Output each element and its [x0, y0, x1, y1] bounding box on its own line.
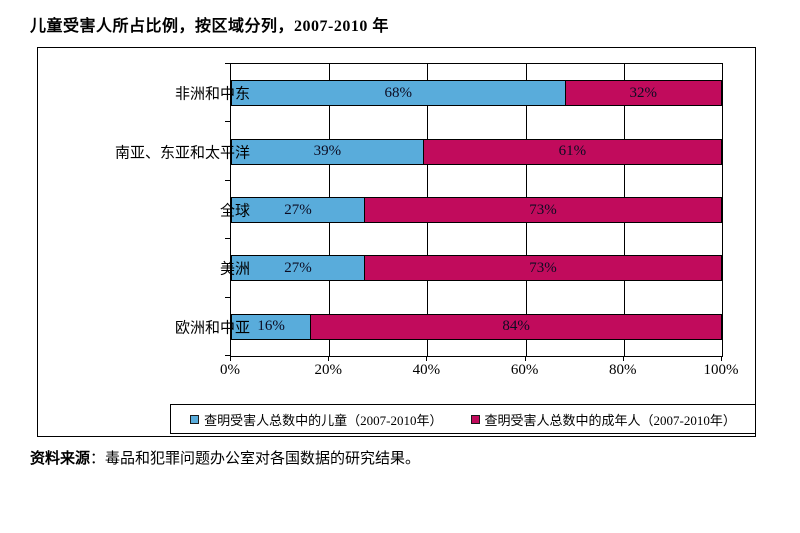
x-axis-tick-label: 0%: [220, 362, 240, 378]
y-axis-tick: [225, 355, 230, 356]
category-label: 南亚、东亚和太平洋: [114, 145, 250, 162]
legend-item-children: 查明受害人总数中的儿童（2007-2010年）: [190, 410, 443, 429]
bar-segment-adults: 61%: [422, 139, 721, 164]
x-axis-tick: [328, 356, 330, 361]
bar-value-label: 84%: [502, 318, 530, 335]
x-axis-tick-label: 20%: [314, 362, 342, 378]
bar-segment-adults: 84%: [310, 314, 721, 339]
legend-item-adults: 查明受害人总数中的成年人（2007-2010年）: [470, 410, 736, 429]
source-note: 资料来源：毒品和犯罪问题办公室对各国数据的研究结果。: [30, 447, 420, 468]
category-label: 美洲: [219, 261, 250, 278]
plot-area: 68% 32% 39% 61% 27% 73% 27% 73% 16% 84%: [230, 63, 723, 357]
bar-row: 39% 61%: [231, 138, 722, 165]
bar-segment-children: 68%: [232, 81, 565, 106]
x-axis-tick: [721, 356, 722, 361]
x-axis-tick: [230, 356, 231, 361]
bar-row: 27% 73%: [231, 255, 722, 282]
bar-value-label: 27%: [284, 259, 312, 276]
y-axis-tick: [225, 63, 230, 64]
x-axis-tick-label: 100%: [703, 362, 739, 378]
x-axis-tick-label: 60%: [510, 362, 539, 378]
bar-value-label: 61%: [558, 143, 587, 160]
bar-row: 27% 73%: [231, 197, 722, 223]
x-axis-tick: [426, 356, 428, 361]
legend-label: 查明受害人总数中的成年人（2007-2010年）: [484, 412, 736, 428]
bar-value-label: 39%: [313, 143, 342, 160]
bar-row: 16% 84%: [231, 313, 722, 340]
bar-row: 68% 32%: [231, 80, 722, 107]
x-axis-tick: [524, 356, 526, 361]
bar-segment-children: 27%: [232, 198, 365, 222]
figure-title: 儿童受害人所占比例，按区域分列，2007-2010 年: [30, 18, 389, 35]
bar-value-label: 16%: [257, 318, 285, 335]
bar-value-label: 27%: [284, 201, 312, 218]
bar-value-label: 73%: [529, 259, 557, 276]
legend-swatch: [190, 414, 200, 424]
y-axis-tick: [225, 238, 230, 240]
legend-swatch: [470, 414, 480, 424]
x-axis-tick: [622, 356, 624, 361]
x-axis-tick-label: 40%: [412, 362, 441, 378]
category-label: 欧洲和中亚: [174, 320, 250, 337]
y-axis-tick: [225, 179, 230, 181]
bar-value-label: 68%: [384, 84, 413, 101]
bar-segment-children: 27%: [232, 256, 365, 281]
source-label: 资料来源: [30, 451, 91, 467]
source-text: ：毒品和犯罪问题办公室对各国数据的研究结果。: [90, 451, 421, 467]
category-label: 非洲和中东: [174, 86, 250, 103]
x-axis-tick-label: 80%: [609, 362, 637, 378]
bar-segment-adults: 73%: [364, 256, 721, 281]
chart-frame: 68% 32% 39% 61% 27% 73% 27% 73% 16% 84% 非洲和中东南亚、东…: [37, 47, 756, 437]
legend-label: 查明受害人总数中的儿童（2007-2010年）: [204, 412, 443, 428]
bar-segment-children: 16%: [232, 314, 311, 339]
y-axis-tick: [225, 121, 230, 123]
bar-value-label: 73%: [529, 201, 557, 218]
bar-segment-children: 39%: [232, 139, 423, 164]
category-label: 全球: [219, 203, 250, 220]
legend-box: 查明受害人总数中的儿童（2007-2010年） 查明受害人总数中的成年人（2007…: [170, 404, 756, 434]
bar-segment-adults: 32%: [564, 81, 721, 106]
bar-segment-adults: 73%: [364, 198, 721, 222]
y-axis-tick: [225, 296, 230, 298]
bar-value-label: 32%: [629, 84, 658, 101]
